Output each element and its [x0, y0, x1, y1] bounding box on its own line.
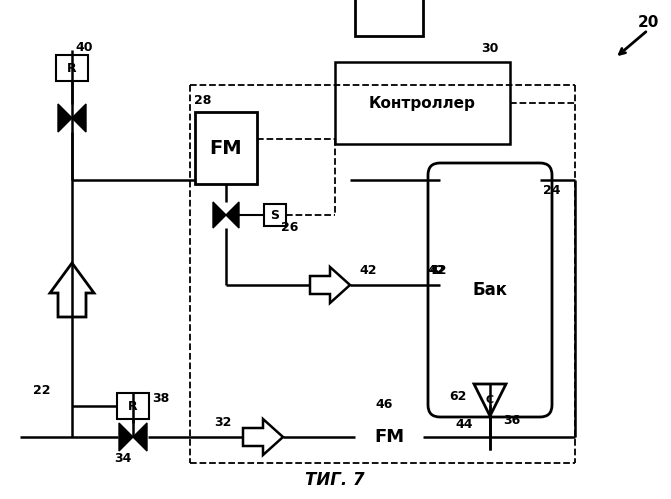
Polygon shape [213, 202, 226, 228]
Text: 32: 32 [214, 416, 231, 429]
Text: 42: 42 [427, 264, 445, 277]
Text: C: C [486, 395, 494, 405]
Text: Контроллер: Контроллер [369, 95, 476, 110]
Text: 28: 28 [195, 93, 211, 106]
Text: FM: FM [209, 139, 242, 158]
Text: 42: 42 [429, 264, 447, 277]
Bar [56, 55, 88, 81]
Text: 20: 20 [637, 14, 659, 29]
Text: 26: 26 [281, 221, 299, 234]
Text: 62: 62 [450, 390, 467, 403]
Text: 44: 44 [455, 419, 473, 432]
Text: 30: 30 [481, 41, 499, 54]
Polygon shape [50, 263, 94, 317]
Text: 34: 34 [114, 453, 132, 466]
Text: S: S [270, 209, 280, 222]
Text: 36: 36 [503, 414, 521, 427]
Polygon shape [133, 423, 147, 451]
Polygon shape [226, 202, 239, 228]
Text: R: R [128, 400, 138, 413]
Text: 42: 42 [359, 264, 376, 277]
Text: ΤИГ. 7: ΤИГ. 7 [305, 471, 365, 489]
Polygon shape [310, 267, 350, 303]
Text: R: R [67, 61, 76, 74]
Bar [355, 0, 423, 36]
Polygon shape [58, 104, 72, 132]
Polygon shape [474, 384, 506, 416]
Polygon shape [72, 104, 86, 132]
Text: 40: 40 [75, 40, 93, 53]
Bar [117, 393, 149, 419]
Text: FM: FM [374, 428, 404, 446]
FancyBboxPatch shape [428, 163, 552, 417]
Bar [195, 112, 257, 184]
Text: 46: 46 [375, 399, 393, 412]
Text: 38: 38 [152, 392, 170, 405]
Text: 24: 24 [544, 184, 561, 197]
Bar [264, 204, 286, 226]
Bar [335, 62, 510, 144]
Text: 22: 22 [34, 384, 51, 397]
Polygon shape [119, 423, 133, 451]
Polygon shape [243, 419, 283, 455]
Text: Бак: Бак [472, 281, 507, 299]
